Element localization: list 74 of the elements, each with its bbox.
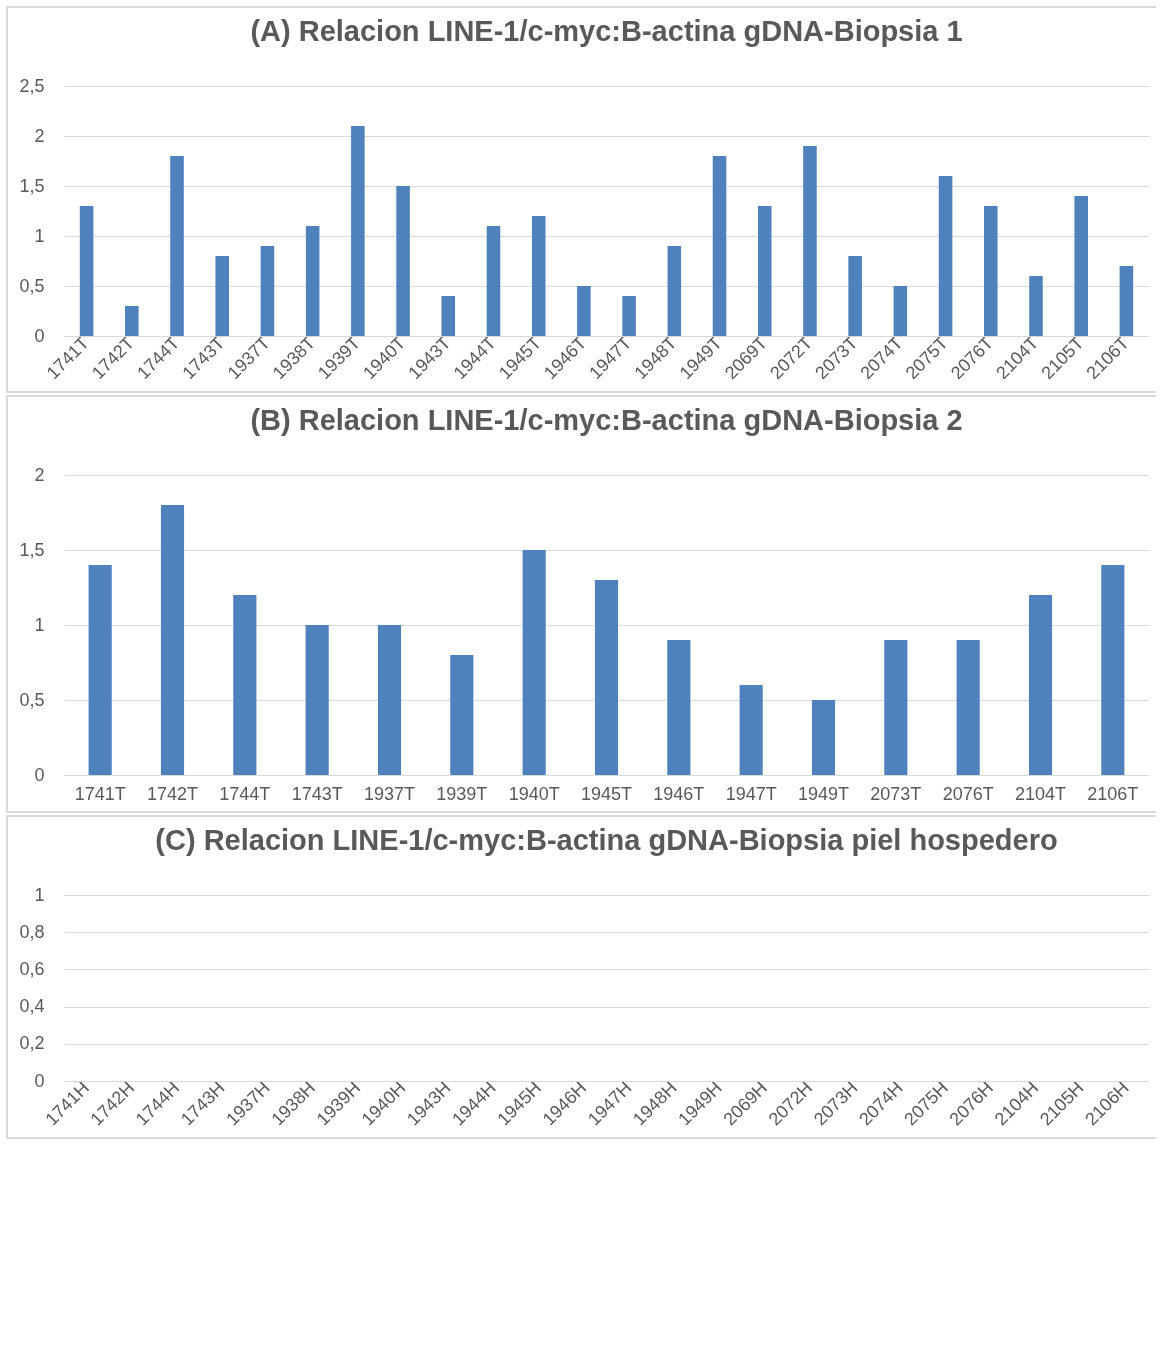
bar bbox=[884, 640, 908, 775]
bar bbox=[757, 206, 772, 336]
bar bbox=[170, 156, 184, 336]
x-tick-label: 2073T bbox=[870, 783, 922, 804]
chart-title: (A) Relacion LINE-1/c-myc:B-actina gDNA-Biopsia 1 bbox=[250, 15, 963, 47]
bar bbox=[577, 286, 591, 336]
bar bbox=[938, 176, 953, 336]
bar bbox=[667, 246, 682, 336]
bar bbox=[956, 640, 980, 775]
bar bbox=[305, 226, 320, 336]
y-tick-label: 0,5 bbox=[19, 275, 45, 296]
bar bbox=[160, 505, 185, 775]
bar bbox=[260, 246, 275, 336]
y-tick-label: 0,8 bbox=[19, 921, 45, 942]
bar bbox=[712, 156, 727, 336]
bar bbox=[1074, 196, 1088, 336]
y-tick-label: 1 bbox=[34, 225, 45, 246]
bar bbox=[622, 296, 636, 336]
bar bbox=[531, 216, 546, 336]
bar bbox=[739, 685, 763, 775]
bar bbox=[351, 126, 365, 336]
y-tick-label: 2 bbox=[34, 464, 45, 485]
bar bbox=[377, 625, 402, 775]
y-tick-label: 2 bbox=[34, 125, 45, 146]
y-tick-label: 1 bbox=[34, 614, 45, 635]
x-tick-label: 1946T bbox=[653, 783, 705, 804]
chart-title: (B) Relacion LINE-1/c-myc:B-actina gDNA-Biopsia 2 bbox=[250, 404, 963, 436]
y-tick-label: 1,5 bbox=[19, 175, 45, 196]
bar bbox=[1119, 266, 1134, 336]
bar bbox=[88, 565, 112, 775]
x-tick-label: 1937T bbox=[363, 783, 416, 804]
chart-title: (C) Relacion LINE-1/c-myc:B-actina gDNA-Biopsia piel hospedero bbox=[155, 824, 1058, 856]
y-tick-label: 0 bbox=[34, 764, 45, 785]
bar bbox=[522, 550, 546, 775]
bar bbox=[811, 700, 836, 775]
x-tick-label: 1939T bbox=[436, 783, 488, 804]
bar bbox=[305, 625, 329, 775]
bar bbox=[450, 655, 474, 775]
x-tick-label: 1744T bbox=[219, 783, 271, 804]
bar bbox=[1101, 565, 1125, 775]
bar bbox=[893, 286, 908, 336]
y-tick-label: 0,4 bbox=[19, 996, 45, 1017]
bar bbox=[983, 206, 998, 336]
x-tick-label: 2104T bbox=[1014, 783, 1067, 804]
bar bbox=[441, 296, 456, 336]
y-tick-label: 0,2 bbox=[19, 1033, 45, 1054]
x-tick-label: 1947T bbox=[725, 783, 777, 804]
bar bbox=[396, 186, 410, 336]
y-tick-label: 0 bbox=[34, 325, 45, 346]
y-tick-label: 1 bbox=[34, 884, 45, 905]
x-tick-label: 1945T bbox=[580, 783, 633, 804]
x-tick-label: 1949T bbox=[797, 783, 850, 804]
x-tick-label: 1742T bbox=[146, 783, 199, 804]
y-tick-label: 0,6 bbox=[19, 958, 45, 979]
bar bbox=[667, 640, 691, 775]
y-tick-label: 2,5 bbox=[19, 75, 45, 96]
x-tick-label: 1743T bbox=[291, 783, 343, 804]
y-tick-label: 1,5 bbox=[19, 539, 45, 560]
bar bbox=[79, 206, 94, 336]
bar bbox=[803, 146, 817, 336]
bar bbox=[1028, 595, 1053, 775]
x-tick-label: 2106T bbox=[1087, 783, 1139, 804]
x-tick-label: 2076T bbox=[942, 783, 994, 804]
x-tick-label: 1741T bbox=[74, 783, 126, 804]
bar bbox=[125, 306, 139, 336]
x-tick-label: 1940T bbox=[508, 783, 560, 804]
bar bbox=[215, 256, 230, 336]
bar bbox=[1029, 276, 1043, 336]
bar bbox=[486, 226, 501, 336]
bar bbox=[233, 595, 257, 775]
y-tick-label: 0,5 bbox=[19, 689, 45, 710]
bar bbox=[594, 580, 619, 775]
bar bbox=[848, 256, 862, 336]
y-tick-label: 0 bbox=[34, 1070, 45, 1091]
